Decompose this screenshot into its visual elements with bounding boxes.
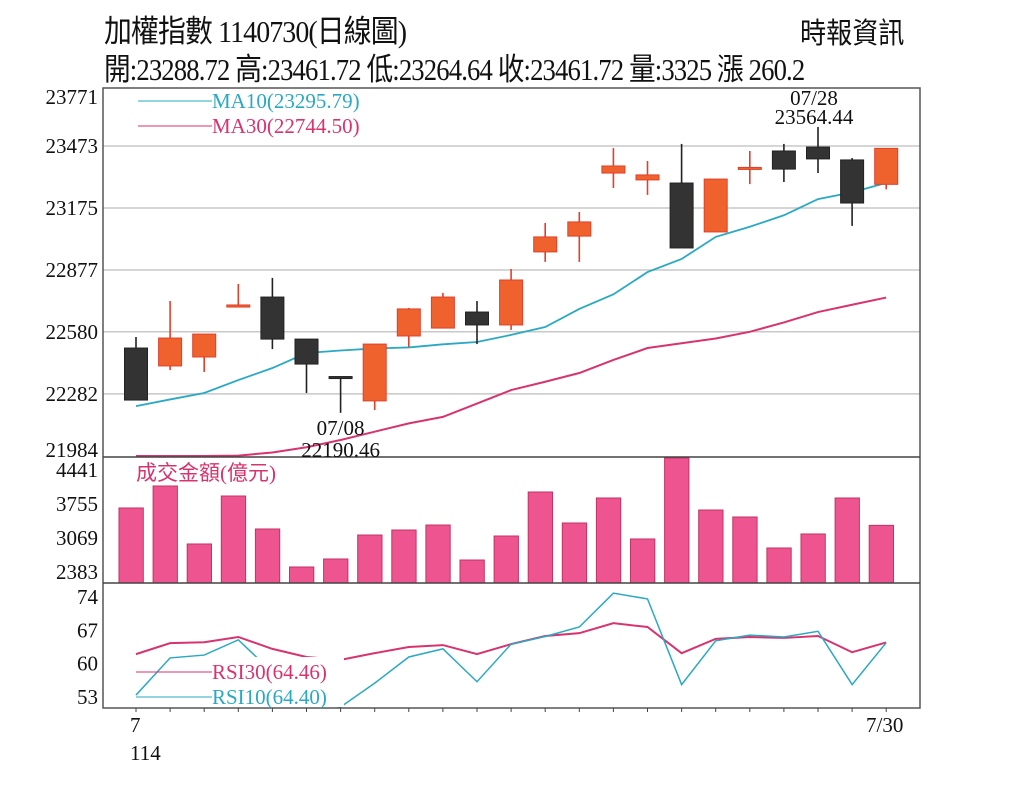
volume-bar	[834, 497, 860, 584]
volume-bar	[561, 522, 588, 584]
candle-down	[124, 347, 148, 401]
ma10-line	[135, 182, 887, 407]
volume-bar	[323, 558, 349, 584]
volume-tick-label: 4441	[56, 458, 98, 482]
rsi10-legend: RSI10(64.40)	[212, 685, 327, 709]
candle-up	[703, 178, 728, 233]
candle-up	[874, 147, 899, 185]
low-value-annotation: 22190.46	[301, 438, 380, 462]
candle-down	[260, 296, 285, 340]
candle-up	[226, 304, 251, 308]
rsi-tick-label: 74	[77, 585, 99, 609]
candle-up	[567, 221, 592, 237]
price-tick-label: 23473	[46, 134, 99, 158]
volume-bar	[357, 534, 383, 584]
volume-bar	[868, 524, 895, 584]
rsi-tick-label: 53	[77, 685, 98, 709]
volume-bar	[459, 559, 485, 584]
volume-bars	[118, 457, 895, 584]
high-value-annotation: 23564.44	[775, 105, 854, 129]
volume-tick-label: 2383	[56, 560, 98, 584]
ma30-legend: MA30(22744.50)	[212, 114, 360, 138]
source-label: 時報資訊	[800, 18, 905, 50]
volume-bar	[595, 497, 622, 584]
candle-up	[158, 337, 183, 367]
volume-bar	[425, 524, 451, 584]
candle-up	[737, 166, 762, 170]
price-tick-label: 21984	[46, 438, 99, 462]
x-label-year: 114	[130, 741, 161, 765]
low-date-annotation: 07/08	[317, 416, 365, 440]
rsi30-legend: RSI30(64.46)	[212, 660, 327, 684]
volume-bar	[391, 529, 417, 584]
price-tick-label: 22877	[46, 258, 99, 282]
high-date-annotation: 07/28	[790, 86, 838, 110]
volume-bar	[220, 495, 247, 584]
legend: MA10(23295.79) MA30(22744.50) 成交金額(億元) R…	[136, 89, 360, 709]
chart-title: 加權指數 1140730(日線圖)	[104, 14, 407, 49]
volume-bar	[698, 509, 724, 584]
rsi-tick-label: 60	[77, 652, 98, 676]
price-tick-label: 22282	[46, 382, 99, 406]
candle-down	[465, 311, 489, 326]
volume-bar	[527, 491, 554, 584]
price-tick-label: 22580	[46, 320, 99, 344]
volume-bar	[664, 457, 690, 584]
volume-bar	[152, 485, 178, 584]
volume-bar	[254, 528, 281, 584]
volume-bar	[493, 535, 519, 584]
rsi-legend-bg	[208, 657, 344, 707]
x-label-end: 7/30	[866, 713, 903, 737]
candle-down	[771, 150, 796, 170]
candle-up	[533, 236, 558, 253]
candle-up	[430, 296, 455, 329]
candle-up	[499, 279, 524, 326]
candle-down	[294, 338, 319, 365]
volume-bar	[118, 507, 144, 584]
price-tick-label: 23771	[46, 85, 99, 109]
volume-bar	[766, 547, 792, 584]
x-label-month: 7	[130, 713, 141, 737]
moving-averages	[135, 182, 887, 457]
axes	[102, 87, 921, 712]
candle-down	[840, 159, 865, 204]
ohlc-stats: 開:23288.72 高:23461.72 低:23264.64 收:23461…	[104, 52, 805, 87]
plot-border	[102, 87, 921, 709]
candle-down	[669, 182, 694, 249]
candle-up	[192, 333, 217, 358]
volume-bar	[800, 533, 826, 584]
ma30-line	[136, 296, 887, 457]
price-tick-label: 23175	[46, 196, 99, 220]
volume-bar	[289, 566, 315, 584]
ma10-legend: MA10(23295.79)	[212, 89, 360, 113]
candle-up	[362, 343, 387, 402]
candle-up	[396, 308, 421, 337]
volume-tick-label: 3755	[56, 492, 98, 516]
candle-up	[635, 174, 660, 181]
candlesticks	[124, 126, 899, 413]
volume-bar	[732, 516, 758, 584]
volume-tick-label: 3069	[56, 526, 98, 550]
candle-up	[601, 165, 626, 174]
candle-down	[328, 376, 353, 380]
volume-title: 成交金額(億元)	[136, 461, 276, 485]
candle-down	[806, 146, 830, 160]
volume-bar	[630, 538, 656, 584]
rsi30-line	[135, 622, 887, 661]
volume-bar	[186, 543, 212, 584]
rsi-tick-label: 67	[77, 618, 98, 642]
